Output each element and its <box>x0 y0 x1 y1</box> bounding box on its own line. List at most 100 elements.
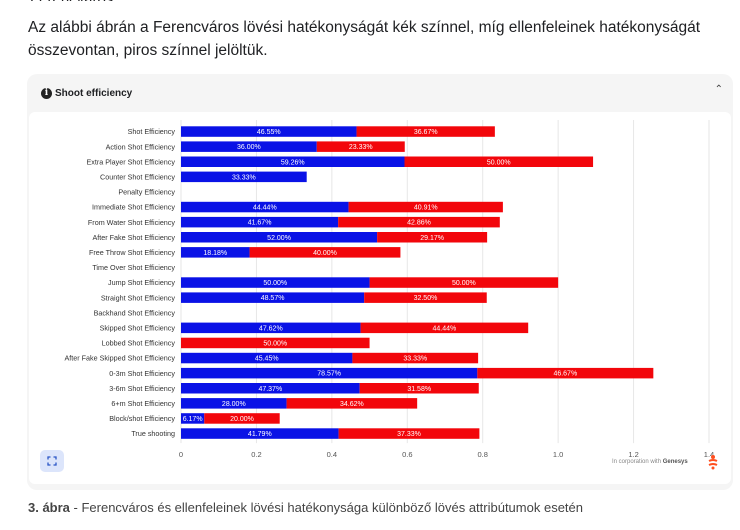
category-label: Block/shot Efficiency <box>109 414 175 423</box>
x-tick-label: 0.4 <box>327 450 337 459</box>
bar-value-label: 41.67% <box>248 220 272 227</box>
credit-brand: Genesys <box>662 459 688 465</box>
opponents-bar <box>249 247 401 258</box>
x-tick-label: 0 <box>179 450 183 459</box>
bar-value-label: 41.79% <box>248 431 272 438</box>
bar-value-label: 44.44% <box>253 205 277 212</box>
opponents-bar <box>359 383 479 394</box>
bar-value-label: 34.62% <box>340 401 364 408</box>
bar-value-label: 33.33% <box>232 174 256 181</box>
opponents-bar <box>338 428 480 439</box>
x-tick-label: 0.8 <box>477 450 487 459</box>
bar-value-label: 36.00% <box>237 144 261 151</box>
ferencvaros-bar <box>181 156 405 167</box>
category-label: Penalty Efficiency <box>118 188 175 197</box>
ferencvaros-bar <box>181 171 307 183</box>
bar-value-label: 50.00% <box>263 280 287 287</box>
category-label: After Fake Shot Efficiency <box>92 233 175 242</box>
opponents-bar <box>356 126 495 137</box>
ferencvaros-bar <box>181 247 250 258</box>
caption-label: 3. ábra <box>28 500 70 515</box>
genesys-logo-icon <box>708 455 718 470</box>
opponents-bar <box>377 232 488 243</box>
bar-value-label: 52.00% <box>267 235 291 242</box>
bar-value-label: 50.00% <box>487 159 511 166</box>
card-header[interactable]: i Shoot efficiency <box>41 85 132 101</box>
bar-value-label: 40.00% <box>313 250 337 257</box>
x-tick-label: 0.6 <box>402 450 412 459</box>
bar-value-label: 6.17% <box>183 416 203 423</box>
chevron-up-icon[interactable]: ⌃ <box>714 84 723 95</box>
card-title: Shoot efficiency <box>55 87 133 99</box>
category-label: Action Shot Efficiency <box>106 142 176 151</box>
x-tick-label: 1.0 <box>553 450 563 459</box>
bar-value-label: 47.37% <box>258 386 282 393</box>
bar-value-label: 46.55% <box>257 129 281 136</box>
opponents-bar <box>316 141 405 152</box>
info-icon: i <box>41 87 52 99</box>
opponents-bar <box>360 322 529 334</box>
category-label: Extra Player Shot Efficiency <box>86 157 175 166</box>
category-label: From Water Shot Efficiency <box>88 218 175 227</box>
bar-value-label: 31.58% <box>407 386 431 393</box>
opponents-bar <box>352 352 479 364</box>
expand-icon <box>47 456 57 466</box>
clipped-text-above: Ferencváros <box>30 0 730 1</box>
category-label: Immediate Shot Efficiency <box>92 203 175 212</box>
ferencvaros-bar <box>181 201 349 213</box>
bar-chart: 0 0.2 0.4 0.6 0.8 1.0 1.2 1.4 Shot Efficiency 46.… <box>64 120 714 459</box>
bar-value-label: 45.45% <box>255 356 279 363</box>
bar-value-label: 36.67% <box>414 129 438 136</box>
bar-value-label: 78.57% <box>317 371 341 378</box>
category-label: After Fake Skipped Shot Efficiency <box>64 354 175 363</box>
bar-value-label: 33.33% <box>403 356 427 363</box>
bar-value-label: 29.17% <box>420 235 444 242</box>
bar-value-label: 46.67% <box>553 371 577 378</box>
bar-value-label: 40.91% <box>414 205 438 212</box>
ferencvaros-bar <box>181 232 378 243</box>
bar-value-label: 47.62% <box>259 325 283 332</box>
opponents-bar <box>204 413 280 424</box>
category-label: 6+m Shot Efficiency <box>111 399 175 408</box>
x-tick-label: 1.4 <box>704 450 714 459</box>
bar-value-label: 59.26% <box>281 159 305 166</box>
credit-prefix: In corporation with <box>612 459 662 465</box>
ferencvaros-bar <box>181 413 205 424</box>
bar-value-label: 42.86% <box>407 220 431 227</box>
category-label: Free Throw Shot Efficiency <box>89 248 175 257</box>
ferencvaros-bar <box>181 367 478 379</box>
bar-value-label: 23.33% <box>349 144 373 151</box>
ferencvaros-bar <box>181 383 360 394</box>
ferencvaros-bar <box>181 398 287 409</box>
category-label: Counter Shot Efficiency <box>100 172 175 181</box>
category-label: Jump Shot Efficiency <box>108 278 175 287</box>
opponents-bar <box>181 337 370 349</box>
ferencvaros-bar <box>181 428 339 439</box>
figure-caption: 3. ábra - Ferencváros és ellenfeleinek l… <box>28 500 583 515</box>
bar-value-label: 50.00% <box>263 340 287 347</box>
bar-value-label: 48.57% <box>261 295 285 302</box>
category-label: Backhand Shot Efficiency <box>94 308 176 317</box>
intro-paragraph: Az alábbi ábrán a Ferencváros lövési hat… <box>28 19 701 59</box>
bar-value-label: 50.00% <box>452 280 476 287</box>
category-label: True shooting <box>131 429 175 438</box>
x-tick-label: 1.2 <box>628 450 638 459</box>
category-label: Lobbed Shot Efficiency <box>102 339 176 348</box>
ferencvaros-bar <box>181 216 339 228</box>
bar-value-label: 37.33% <box>397 431 421 438</box>
opponents-bar <box>348 201 503 213</box>
ferencvaros-bar <box>181 141 317 152</box>
opponents-bar <box>338 216 500 228</box>
caption-text: - Ferencváros és ellenfeleinek lövési ha… <box>69 500 583 515</box>
category-label: 3-6m Shot Efficiency <box>109 384 175 393</box>
ferencvaros-bar <box>181 277 370 288</box>
shoot-efficiency-card: i Shoot efficiency ⌃ 0 0.2 0.4 0.6 0.8 1.0 1.2… <box>27 74 733 490</box>
opponents-bar <box>369 277 559 288</box>
bar-value-label: 28.00% <box>222 401 246 408</box>
bar-value-label: 32.50% <box>414 295 438 302</box>
ferencvaros-bar <box>181 126 357 137</box>
credit-text: In corporation with Genesys <box>612 459 688 465</box>
expand-button[interactable] <box>40 450 64 472</box>
x-tick-label: 0.2 <box>251 450 261 459</box>
category-label: Skipped Shot Efficiency <box>100 323 176 332</box>
